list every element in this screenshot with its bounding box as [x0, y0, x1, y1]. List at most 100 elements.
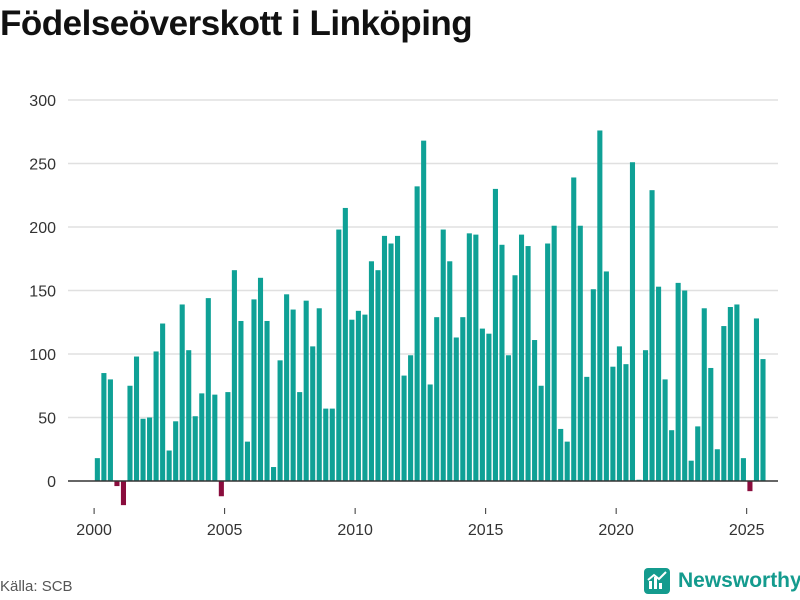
bar[interactable]: [590, 289, 596, 481]
bar[interactable]: [408, 355, 414, 481]
bar[interactable]: [368, 261, 374, 481]
bar[interactable]: [434, 317, 440, 481]
bar[interactable]: [342, 207, 348, 481]
bar[interactable]: [532, 340, 538, 481]
bar[interactable]: [629, 162, 636, 482]
bar[interactable]: [701, 308, 707, 481]
bar[interactable]: [616, 346, 622, 481]
bar[interactable]: [316, 308, 322, 481]
bar[interactable]: [199, 393, 205, 481]
bar[interactable]: [669, 430, 675, 481]
bar[interactable]: [179, 304, 185, 481]
bar[interactable]: [623, 364, 629, 481]
bar[interactable]: [486, 333, 492, 481]
bar[interactable]: [310, 346, 316, 481]
bar[interactable]: [505, 355, 512, 481]
bar[interactable]: [571, 177, 577, 481]
bar[interactable]: [447, 261, 453, 481]
bar[interactable]: [642, 350, 649, 481]
bar[interactable]: [714, 449, 720, 481]
bar[interactable]: [277, 360, 283, 481]
bar[interactable]: [186, 350, 192, 481]
bar[interactable]: [421, 140, 427, 481]
bar[interactable]: [231, 270, 237, 481]
brand-logo[interactable]: Newsworthy: [644, 568, 800, 594]
bar[interactable]: [257, 277, 264, 481]
bar[interactable]: [381, 235, 388, 481]
bar-negative[interactable]: [114, 481, 120, 487]
bar[interactable]: [140, 418, 146, 481]
bar[interactable]: [107, 379, 113, 481]
bar[interactable]: [577, 225, 583, 481]
bar[interactable]: [603, 271, 609, 481]
bar[interactable]: [518, 234, 525, 481]
bar[interactable]: [153, 351, 159, 481]
bar[interactable]: [584, 376, 590, 481]
bar[interactable]: [440, 229, 446, 481]
bar[interactable]: [479, 328, 485, 481]
bar[interactable]: [238, 320, 244, 481]
bar[interactable]: [656, 286, 662, 481]
bar[interactable]: [734, 304, 740, 481]
bar[interactable]: [251, 299, 257, 481]
bar-negative[interactable]: [747, 481, 753, 492]
bar[interactable]: [395, 235, 401, 481]
bar[interactable]: [101, 373, 107, 481]
bar[interactable]: [760, 359, 766, 481]
bar[interactable]: [649, 190, 655, 482]
bar[interactable]: [303, 300, 309, 481]
bar[interactable]: [473, 234, 479, 481]
bar[interactable]: [695, 426, 701, 481]
bar[interactable]: [675, 282, 681, 481]
bar[interactable]: [160, 323, 166, 481]
bar-negative[interactable]: [218, 481, 224, 497]
bar[interactable]: [166, 450, 172, 481]
bar-negative[interactable]: [120, 481, 127, 506]
bar[interactable]: [225, 392, 231, 481]
bar[interactable]: [721, 326, 727, 481]
bar[interactable]: [323, 408, 329, 481]
bar[interactable]: [336, 229, 342, 481]
bar[interactable]: [662, 379, 668, 481]
bar[interactable]: [492, 188, 498, 481]
bar[interactable]: [610, 366, 616, 481]
bar[interactable]: [466, 233, 472, 481]
bar[interactable]: [414, 186, 420, 482]
bar[interactable]: [94, 458, 100, 481]
bar[interactable]: [264, 320, 270, 481]
bar[interactable]: [147, 417, 153, 482]
bar[interactable]: [460, 317, 466, 481]
bar[interactable]: [453, 337, 459, 481]
bar[interactable]: [375, 270, 381, 481]
bar[interactable]: [753, 318, 760, 481]
bar[interactable]: [362, 314, 368, 481]
bar[interactable]: [297, 392, 303, 481]
bar[interactable]: [512, 275, 518, 481]
bar[interactable]: [538, 385, 544, 481]
bar[interactable]: [329, 408, 335, 481]
bar[interactable]: [290, 309, 296, 481]
bar[interactable]: [173, 421, 179, 481]
bar[interactable]: [205, 298, 211, 481]
bar[interactable]: [349, 319, 355, 481]
bar[interactable]: [355, 310, 361, 481]
bar[interactable]: [133, 356, 140, 481]
bar[interactable]: [682, 290, 688, 482]
bar[interactable]: [545, 243, 551, 481]
bar[interactable]: [688, 460, 694, 481]
bar[interactable]: [499, 244, 505, 481]
bar[interactable]: [558, 428, 564, 481]
bar[interactable]: [727, 307, 733, 481]
bar[interactable]: [708, 367, 714, 481]
bar[interactable]: [740, 458, 746, 481]
bar[interactable]: [192, 416, 198, 481]
bar[interactable]: [127, 385, 133, 481]
bar[interactable]: [271, 467, 277, 481]
bar[interactable]: [597, 130, 603, 482]
bar[interactable]: [427, 384, 433, 481]
bar[interactable]: [244, 441, 250, 481]
bar[interactable]: [564, 441, 570, 481]
bar[interactable]: [525, 246, 531, 481]
bar[interactable]: [401, 375, 407, 481]
bar[interactable]: [212, 394, 218, 481]
